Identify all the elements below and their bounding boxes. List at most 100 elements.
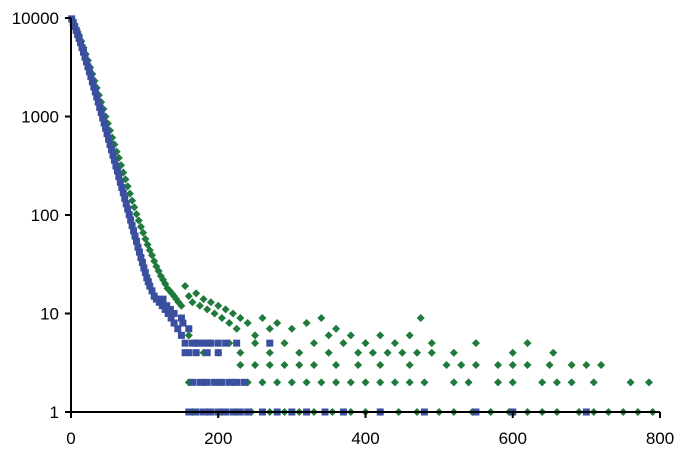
green-data-point xyxy=(324,348,333,357)
green-data-point xyxy=(523,339,532,348)
green-data-point xyxy=(265,324,274,333)
blue-data-point xyxy=(93,93,101,101)
blue-data-point xyxy=(214,349,222,357)
green-data-point xyxy=(405,331,414,340)
blue-data-point xyxy=(181,339,189,347)
green-data-point xyxy=(214,301,223,310)
green-data-point xyxy=(644,378,653,387)
blue-data-point xyxy=(130,227,138,235)
green-data-point xyxy=(139,228,148,237)
blue-data-point xyxy=(158,302,166,310)
green-data-point xyxy=(225,319,234,328)
blue-data-point xyxy=(170,310,178,317)
green-data-point xyxy=(449,348,458,357)
green-data-point xyxy=(258,378,267,387)
blue-data-point xyxy=(96,103,104,111)
y-tick-label: 1000 xyxy=(21,108,59,127)
green-data-point xyxy=(427,339,436,348)
blue-data-point xyxy=(77,39,85,47)
blue-data-point xyxy=(107,146,115,154)
blue-data-point xyxy=(143,274,151,282)
green-data-point xyxy=(508,348,517,357)
green-data-point xyxy=(317,314,326,323)
blue-data-point xyxy=(99,114,107,122)
green-data-point xyxy=(354,361,363,370)
blue-data-point xyxy=(80,48,88,56)
green-data-point xyxy=(390,378,399,387)
green-data-point xyxy=(552,378,561,387)
blue-data-point xyxy=(113,167,121,175)
blue-data-point xyxy=(106,140,114,148)
green-data-point xyxy=(177,301,186,310)
blue-data-point xyxy=(164,310,172,317)
blue-data-point xyxy=(185,349,193,357)
green-data-point xyxy=(251,331,260,340)
green-data-point xyxy=(302,319,311,328)
blue-data-point xyxy=(110,156,118,164)
green-data-point xyxy=(442,361,451,370)
green-data-point xyxy=(251,361,260,370)
blue-data-point xyxy=(105,135,113,143)
blue-data-point xyxy=(91,88,99,96)
green-data-point xyxy=(471,339,480,348)
green-data-point xyxy=(332,361,341,370)
blue-data-point xyxy=(196,339,204,347)
green-data-point xyxy=(582,361,591,370)
blue-data-point xyxy=(192,339,200,347)
green-data-point xyxy=(376,331,385,340)
blue-data-point xyxy=(218,378,226,386)
blue-data-point xyxy=(137,254,145,262)
blue-data-point xyxy=(94,98,102,106)
blue-data-point xyxy=(140,264,148,272)
blue-data-point xyxy=(144,278,152,286)
green-data-point xyxy=(265,348,274,357)
green-data-point xyxy=(332,378,341,387)
green-data-point xyxy=(147,251,156,260)
green-data-point xyxy=(203,305,212,314)
green-data-point xyxy=(597,361,606,370)
green-data-point xyxy=(184,292,193,301)
green-data-point xyxy=(287,324,296,333)
blue-data-point xyxy=(84,63,92,71)
blue-data-point xyxy=(214,339,222,347)
x-tick-label: 400 xyxy=(351,429,379,448)
green-data-point xyxy=(494,378,503,387)
green-data-point xyxy=(251,339,260,348)
green-data-point xyxy=(134,216,143,225)
green-data-point xyxy=(346,331,355,340)
blue-data-point xyxy=(81,53,89,61)
blue-data-point xyxy=(203,339,211,347)
blue-data-point xyxy=(115,173,123,181)
blue-data-point xyxy=(196,378,204,386)
blue-data-point xyxy=(121,194,129,202)
green-data-point xyxy=(449,378,458,387)
green-data-point xyxy=(302,378,311,387)
green-data-point xyxy=(494,361,503,370)
blue-data-point xyxy=(163,302,171,310)
green-data-point xyxy=(280,339,289,348)
green-data-point xyxy=(258,314,267,323)
blue-data-point xyxy=(203,378,211,386)
blue-data-point xyxy=(138,258,146,266)
y-tick-label: 10000 xyxy=(12,9,59,28)
blue-data-point xyxy=(177,314,185,322)
blue-data-point xyxy=(146,282,154,290)
blue-data-point xyxy=(148,287,156,295)
blue-data-point xyxy=(74,30,82,38)
green-data-point xyxy=(136,222,145,231)
blue-data-point xyxy=(128,222,136,230)
y-tick-label: 10 xyxy=(40,305,59,324)
green-data-point xyxy=(221,305,230,314)
green-data-point xyxy=(398,348,407,357)
blue-data-point xyxy=(85,68,93,76)
green-data-point xyxy=(236,348,245,357)
green-data-point xyxy=(295,361,304,370)
x-tick-label: 0 xyxy=(66,429,75,448)
green-data-point xyxy=(181,282,190,291)
green-data-point xyxy=(188,298,197,307)
green-data-point xyxy=(508,361,517,370)
x-tick-label: 200 xyxy=(204,429,232,448)
blue-data-point xyxy=(87,72,95,80)
blue-data-point xyxy=(174,325,182,333)
blue-data-point xyxy=(102,124,110,132)
